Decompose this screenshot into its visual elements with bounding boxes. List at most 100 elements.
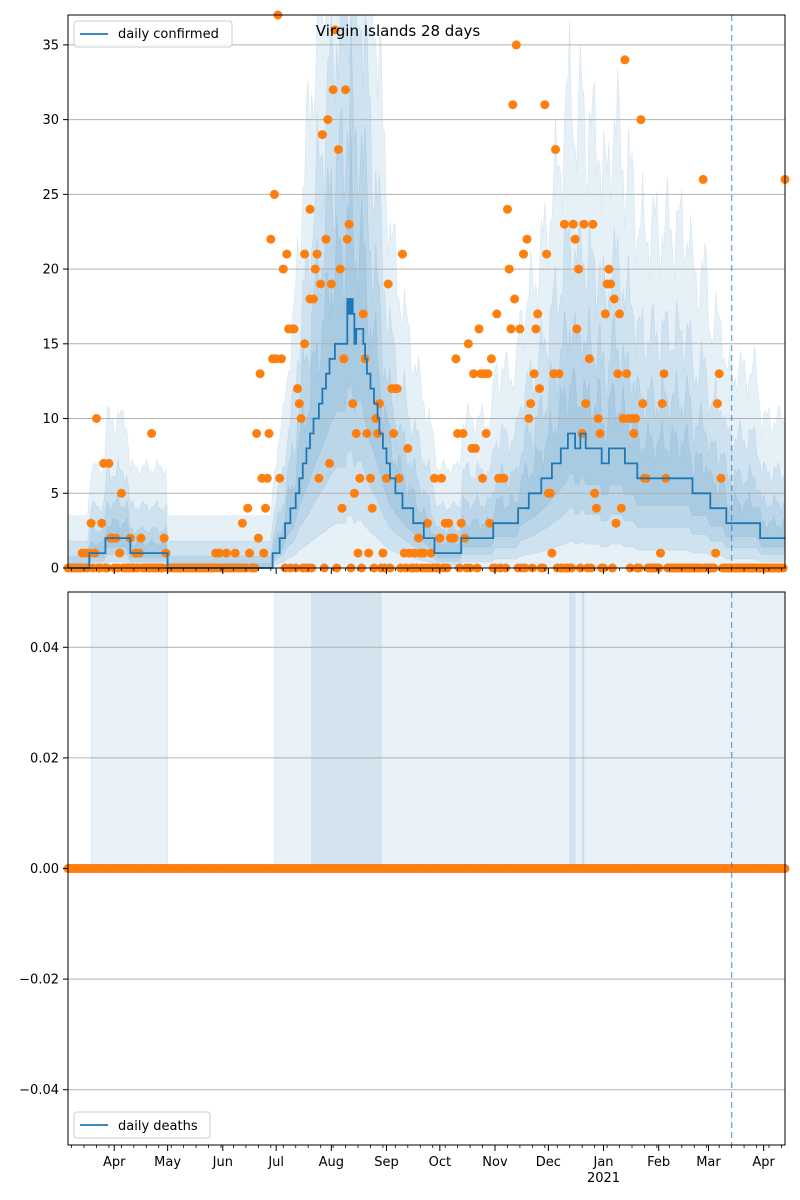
legend-label-confirmed: daily confirmed (118, 27, 219, 42)
confirmed-point (335, 264, 345, 274)
confirmed-point (714, 369, 724, 379)
confirmed-point (316, 279, 326, 289)
y-tick-label: 0.02 (30, 751, 59, 766)
y-tick-label: 20 (42, 263, 59, 278)
x-month-label: May (154, 1155, 181, 1170)
confirmed-point (266, 234, 276, 244)
y-tick-label: 0 (51, 562, 59, 577)
confirmed-point (499, 473, 509, 483)
x-year-label: 2021 (587, 1171, 620, 1186)
confirmed-point (595, 429, 605, 438)
confirmed-point (221, 548, 231, 558)
confirmed-point (540, 100, 550, 110)
confirmed-point (305, 204, 315, 214)
deaths-daily-points (63, 864, 790, 873)
confirmed-point (533, 309, 543, 319)
deaths-band-2 (581, 591, 585, 869)
confirmed-point (282, 249, 292, 259)
confirmed-point (323, 115, 333, 125)
confirmed-point (330, 25, 340, 35)
confirmed-point (300, 249, 310, 259)
confirmed-uncertainty-bands (67, 14, 786, 569)
confirmed-point (463, 339, 473, 349)
confirmed-point (259, 548, 269, 558)
chart-title: Virgin Islands 28 days (316, 22, 481, 40)
confirmed-point (230, 548, 240, 558)
confirmed-point (506, 324, 516, 334)
confirmed-point (104, 458, 114, 468)
confirmed-point (631, 414, 641, 423)
confirmed-point (716, 473, 726, 483)
confirmed-point (449, 533, 459, 543)
confirmed-point (485, 518, 495, 528)
y-tick-label: 10 (42, 412, 59, 427)
confirmed-point (481, 429, 491, 438)
confirmed-point (712, 399, 722, 409)
confirmed-point (349, 488, 359, 498)
confirmed-point (136, 533, 146, 543)
confirmed-point (526, 399, 536, 409)
confirmed-point (470, 443, 480, 453)
confirmed-point (314, 473, 324, 483)
confirmed-point (609, 294, 619, 304)
confirmed-point (711, 548, 721, 558)
confirmed-point (277, 354, 286, 364)
confirmed-point (638, 399, 648, 409)
confirmed-point (570, 234, 580, 244)
x-month-label: Jul (267, 1155, 284, 1170)
legend-label-deaths: daily deaths (118, 1119, 198, 1134)
confirmed-point (214, 548, 224, 558)
legend-box (73, 1111, 211, 1139)
confirmed-point (606, 279, 616, 289)
confirmed-point (590, 488, 600, 498)
confirmed-point (245, 548, 254, 558)
confirmed-point (559, 219, 569, 229)
y-tick-label: 25 (42, 188, 59, 203)
y-tick-label: 0.04 (30, 641, 59, 656)
confirmed-point (600, 309, 610, 319)
deaths-y-axis: −0.04 −0.02 0.00 0.02 0.04 (19, 641, 68, 1098)
confirmed-point (392, 384, 402, 394)
confirmed-point (430, 473, 439, 483)
confirmed-point (309, 294, 318, 304)
confirmed-point (269, 189, 279, 199)
confirmed-point (333, 145, 343, 154)
confirmed-point (524, 414, 534, 423)
x-month-label: Feb (647, 1155, 670, 1170)
y-tick-label: 35 (42, 38, 59, 53)
x-month-label: Jun (212, 1155, 233, 1170)
confirmed-point (542, 249, 552, 259)
confirmed-point (574, 264, 584, 274)
confirmed-point (312, 249, 322, 259)
confirmed-point (510, 294, 520, 304)
confirmed-point (278, 264, 288, 274)
confirmed-point (551, 145, 560, 154)
confirmed-point (419, 548, 429, 558)
confirmed-point (403, 443, 413, 453)
confirmed-point (698, 174, 708, 184)
confirmed-point (364, 548, 374, 558)
confirmed-point (469, 369, 479, 379)
y-tick-label: 5 (51, 487, 59, 502)
confirmed-point (486, 354, 496, 364)
confirmed-point (435, 533, 445, 543)
confirmed-point (255, 369, 265, 379)
confirmed-point (522, 234, 532, 244)
confirmed-point (326, 279, 336, 289)
confirmed-point (588, 219, 598, 229)
confirmed-point (426, 548, 436, 558)
confirmed-point (147, 429, 157, 438)
x-month-label: Nov (482, 1155, 508, 1170)
confirmed-legend: daily confirmed (73, 20, 233, 48)
confirmed-point (398, 249, 407, 259)
y-tick-label: 30 (42, 113, 59, 128)
confirmed-point (394, 473, 404, 483)
x-month-label: Sep (374, 1155, 399, 1170)
confirmed-point (325, 458, 334, 468)
confirmed-point (629, 429, 639, 438)
confirmed-point (579, 219, 589, 229)
deaths-band-2 (569, 591, 576, 869)
confirmed-point (545, 488, 555, 498)
confirmed-point (243, 503, 253, 513)
